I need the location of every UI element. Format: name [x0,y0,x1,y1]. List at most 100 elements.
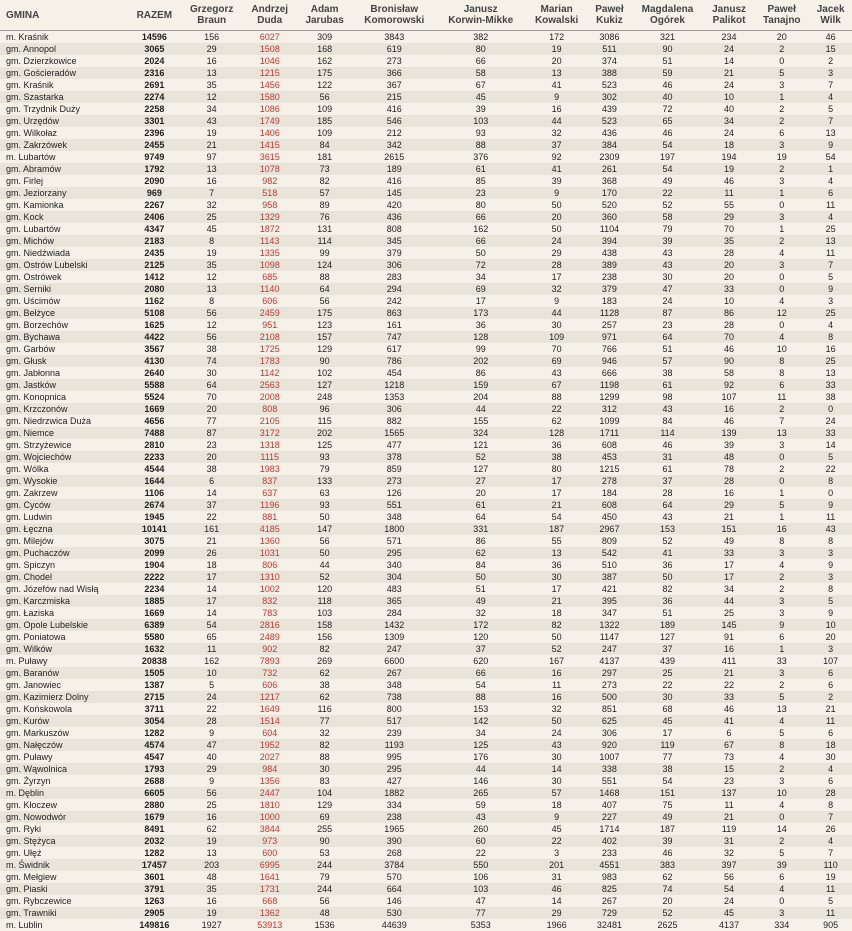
cell-value: 267 [588,895,631,907]
cell-value: 56 [181,787,243,799]
cell-value: 110 [809,859,852,871]
cell-value: 14 [181,487,243,499]
cell-value: 66 [436,55,526,67]
cell-value: 183 [588,295,631,307]
gmina-name: gm. Nałęczów [0,739,128,751]
cell-value: 5 [809,103,852,115]
cell-value: 1669 [128,403,180,415]
cell-value: 668 [243,895,297,907]
gmina-name: gm. Jeziorzany [0,187,128,199]
cell-value: 902 [243,643,297,655]
cell-value: 31 [526,871,588,883]
cell-value: 2080 [128,283,180,295]
cell-value: 306 [353,259,436,271]
table-row: gm. Gościeradów2316131215175366581338859… [0,67,852,79]
cell-value: 69 [436,283,526,295]
cell-value: 2459 [243,307,297,319]
cell-value: 10 [754,343,809,355]
cell-value: 1310 [243,571,297,583]
cell-value: 129 [297,799,353,811]
cell-value: 10 [704,91,754,103]
cell-value: 13 [181,283,243,295]
cell-value: 9 [181,775,243,787]
cell-value: 74 [631,883,704,895]
cell-value: 261 [588,163,631,175]
table-row: gm. Rybczewice12631666856146471426720240… [0,895,852,907]
table-row: gm. Nowodwór167916100069238439227492107 [0,811,852,823]
cell-value: 36 [631,559,704,571]
cell-value: 958 [243,199,297,211]
cell-value: 51 [631,343,704,355]
cell-value: 1725 [243,343,297,355]
cell-value: 0 [754,271,809,283]
cell-value: 617 [353,343,436,355]
col-header: AndrzejDuda [243,0,297,31]
col-header: JacekWilk [809,0,852,31]
cell-value: 30 [809,751,852,763]
cell-value: 273 [588,679,631,691]
cell-value: 37 [181,499,243,511]
table-row: gm. Puławy454740202788995176301007777343… [0,751,852,763]
cell-value: 11 [181,643,243,655]
cell-value: 338 [588,763,631,775]
cell-value: 30 [526,571,588,583]
cell-value: 348 [353,679,436,691]
cell-value: 155 [436,415,526,427]
table-row: gm. Głusk413074178390786202699465790825 [0,355,852,367]
cell-value: 16 [809,343,852,355]
cell-value: 175 [297,67,353,79]
cell-value: 82 [526,619,588,631]
cell-value: 62 [297,691,353,703]
gmina-name: gm. Końskowola [0,703,128,715]
cell-value: 52 [297,571,353,583]
cell-value: 1749 [243,115,297,127]
gmina-name: gm. Ryki [0,823,128,835]
cell-value: 2880 [128,799,180,811]
gmina-name: gm. Trzydnik Duży [0,103,128,115]
cell-value: 29 [704,211,754,223]
gmina-name: gm. Zakrzew [0,487,128,499]
cell-value: 11 [754,391,809,403]
table-row: gm. Kraśnik26913514561223676741523462437 [0,79,852,91]
cell-value: 187 [631,823,704,835]
cell-value: 12 [181,271,243,283]
cell-value: 3711 [128,703,180,715]
cell-value: 390 [353,835,436,847]
cell-value: 38 [181,343,243,355]
cell-value: 5 [809,451,852,463]
cell-value: 3 [754,175,809,187]
cell-value: 157 [297,331,353,343]
table-row: gm. Zakrzew110614637631262017184281610 [0,487,852,499]
cell-value: 5 [809,595,852,607]
cell-value: 25 [181,211,243,223]
table-row: gm. Żyrzyn2688913568342714630551542336 [0,775,852,787]
cell-value: 9 [526,295,588,307]
cell-value: 22 [704,679,754,691]
cell-value: 6 [809,775,852,787]
cell-value: 2274 [128,91,180,103]
cell-value: 22 [181,511,243,523]
cell-value: 2691 [128,79,180,91]
cell-value: 402 [588,835,631,847]
gmina-name: gm. Annopol [0,43,128,55]
cell-value: 4137 [704,919,754,931]
cell-value: 2 [754,763,809,775]
table-row: gm. Jastków55886425631271218159671198619… [0,379,852,391]
cell-value: 851 [588,703,631,715]
cell-value: 2267 [128,199,180,211]
cell-value: 77 [631,751,704,763]
cell-value: 56 [297,295,353,307]
cell-value: 1353 [353,391,436,403]
cell-value: 3 [754,547,809,559]
cell-value: 14 [809,439,852,451]
cell-value: 416 [353,175,436,187]
cell-value: 14 [526,763,588,775]
gmina-name: gm. Łęczna [0,523,128,535]
cell-value: 4656 [128,415,180,427]
cell-value: 74 [181,355,243,367]
cell-value: 2027 [243,751,297,763]
cell-value: 53913 [243,919,297,931]
cell-value: 43 [631,511,704,523]
cell-value: 11 [809,247,852,259]
cell-value: 28 [809,787,852,799]
